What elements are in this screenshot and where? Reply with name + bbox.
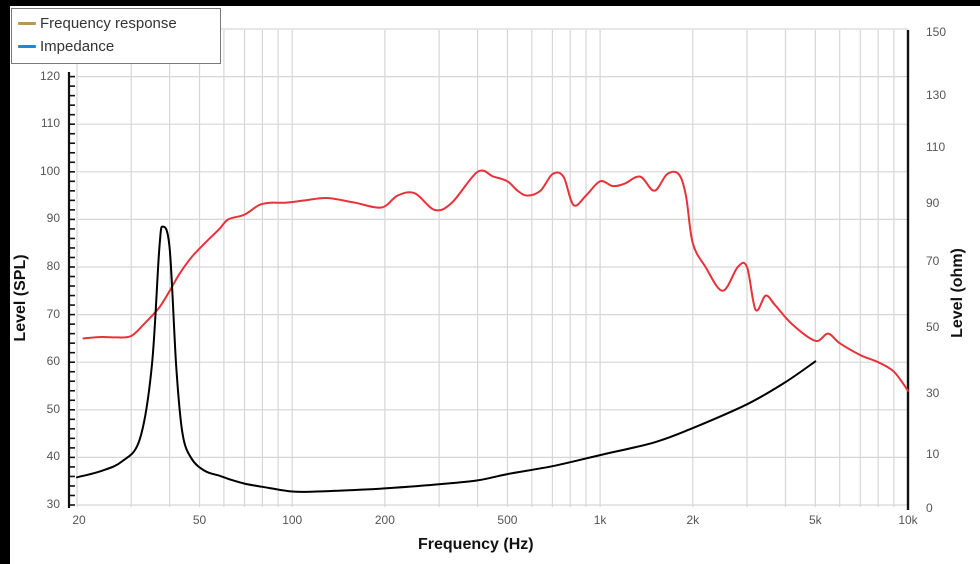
y-left-tick-label: 80: [46, 259, 60, 273]
legend: Frequency response Impedance: [11, 8, 221, 64]
x-axis-title: Frequency (Hz): [418, 536, 534, 553]
y-right-tick-label: 130: [926, 88, 947, 102]
y-left-tick-label: 120: [39, 68, 60, 83]
x-tick-label: 2k: [686, 513, 700, 527]
y-right-tick-label: 150: [926, 25, 947, 39]
y-left-tick-label: 110: [40, 116, 60, 131]
frequency-response-curve: [82, 169, 909, 392]
impedance-curve: [76, 225, 817, 493]
x-tick-label: 100: [282, 513, 303, 527]
y-right-axis-title: Level (ohm): [949, 248, 966, 338]
y-left-tick-label: 70: [46, 306, 60, 321]
y-left-tick-label: 30: [46, 497, 60, 511]
x-tick-label: 5k: [808, 513, 822, 527]
x-tick-label: 500: [497, 513, 518, 527]
legend-item-frequency-response: Frequency response: [18, 12, 214, 35]
y-right-tick-label: 0: [926, 501, 933, 515]
impedance-swatch-icon: [18, 45, 36, 48]
y-right-tick-label: 70: [926, 254, 940, 268]
x-tick-label: 20: [72, 513, 86, 527]
x-tick-label: 1k: [593, 513, 607, 527]
y-left-tick-label: 90: [46, 211, 60, 226]
y-left-tick-label: 50: [46, 401, 60, 416]
y-left-tick-label: 60: [46, 354, 60, 369]
x-tick-label: 10k: [898, 513, 918, 527]
y-right-tick-label: 110: [926, 140, 946, 154]
legend-label: Impedance: [40, 38, 115, 55]
y-left-tick-label: 100: [39, 163, 60, 178]
y-right-tick-label: 50: [926, 320, 940, 334]
y-left-axis-title: Level (SPL): [12, 254, 29, 342]
x-tick-label: 50: [192, 513, 207, 527]
legend-label: Frequency response: [40, 15, 177, 32]
y-left-tick-label: 40: [46, 449, 60, 464]
y-right-tick-label: 90: [926, 196, 940, 210]
y-right-tick-label: 10: [926, 447, 940, 461]
legend-item-impedance: Impedance: [18, 35, 214, 58]
y-right-tick-label: 30: [926, 386, 940, 400]
x-tick-label: 200: [374, 513, 395, 527]
frequency-response-swatch-icon: [18, 22, 36, 25]
